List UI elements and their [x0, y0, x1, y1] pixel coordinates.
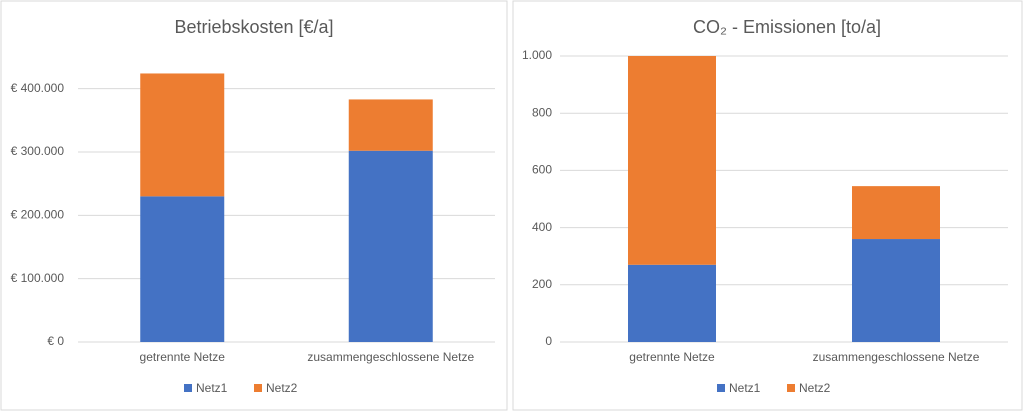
- y-tick-label: € 200.000: [11, 208, 65, 222]
- bar-segment: [348, 150, 433, 342]
- panel-border: [512, 0, 1023, 411]
- chart-title: CO₂ - Emissionen [to/a]: [693, 17, 881, 37]
- y-tick-label: 800: [532, 105, 552, 119]
- bar-segment: [852, 239, 940, 342]
- legend-swatch: [184, 384, 192, 392]
- bar-segment: [628, 56, 716, 265]
- y-tick-label: € 0: [47, 334, 64, 348]
- y-tick-label: 600: [532, 163, 552, 177]
- bar-segment: [140, 196, 225, 342]
- legend-swatch: [787, 384, 795, 392]
- legend-label: Netz2: [799, 381, 831, 395]
- x-tick-label: zusammengeschlossene Netze: [307, 350, 474, 364]
- legend-label: Netz2: [266, 381, 298, 395]
- legend-swatch: [254, 384, 262, 392]
- legend-swatch: [717, 384, 725, 392]
- y-tick-label: 0: [545, 334, 552, 348]
- y-tick-label: 400: [532, 220, 552, 234]
- bar-segment: [140, 73, 225, 197]
- chart-title: Betriebskosten [€/a]: [174, 17, 333, 37]
- y-tick-label: € 100.000: [11, 271, 65, 285]
- y-tick-label: € 300.000: [11, 144, 65, 158]
- bar-segment: [852, 186, 940, 240]
- bar-segment: [348, 99, 433, 151]
- x-tick-label: getrennte Netze: [140, 350, 226, 364]
- legend-label: Netz1: [729, 381, 761, 395]
- x-tick-label: zusammengeschlossene Netze: [813, 350, 980, 364]
- x-tick-label: getrennte Netze: [629, 350, 715, 364]
- y-tick-label: € 400.000: [11, 81, 65, 95]
- legend-label: Netz1: [196, 381, 228, 395]
- y-tick-label: 200: [532, 277, 552, 291]
- bar-segment: [628, 264, 716, 342]
- y-tick-label: 1.000: [522, 48, 552, 62]
